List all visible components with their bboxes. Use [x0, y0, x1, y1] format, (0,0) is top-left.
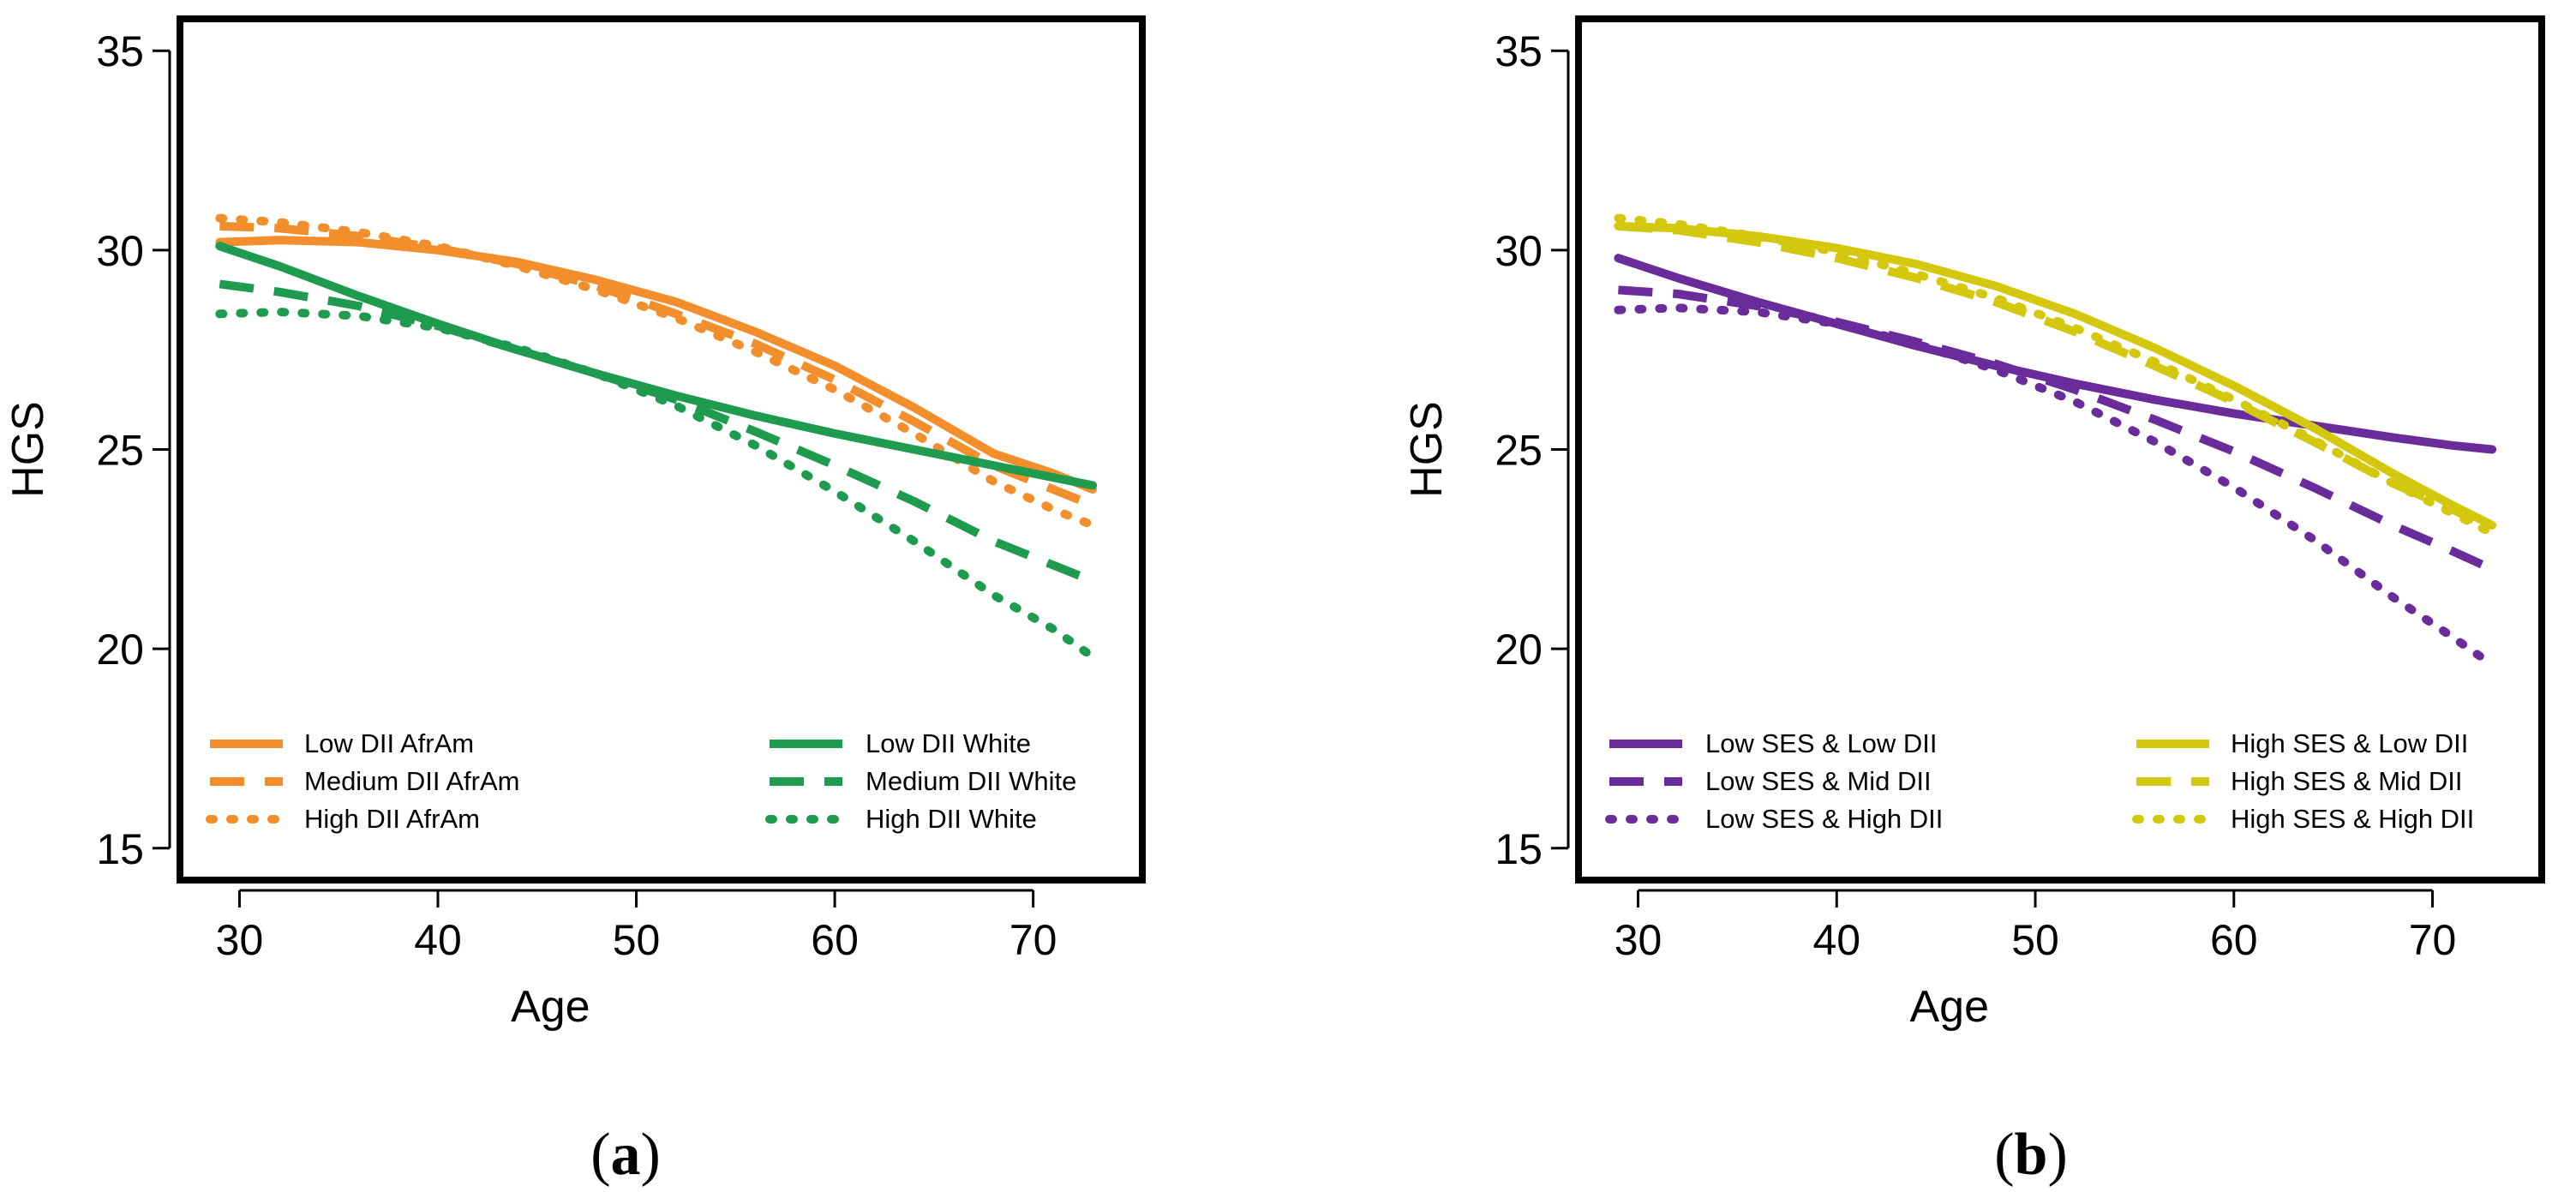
- y-tick-label: 20: [96, 626, 144, 674]
- y-tick-label: 35: [1495, 27, 1543, 75]
- legend-label: High SES & Mid DII: [2231, 766, 2462, 796]
- x-tick-label: 70: [1009, 916, 1057, 964]
- x-tick-label: 70: [2409, 916, 2457, 964]
- series-line-medium-dii-white: [219, 279, 1094, 585]
- x-axis-title: Age: [511, 982, 590, 1032]
- x-tick-label: 60: [811, 916, 859, 964]
- series-line-low-ses-mid-dii: [1618, 285, 2495, 573]
- plot-frame: [177, 15, 1146, 884]
- panel-letter: a: [611, 1122, 641, 1188]
- x-tick-label: 60: [2210, 916, 2258, 964]
- series-line-high-ses-high-dii: [1614, 213, 2497, 538]
- series-line-low-dii-afram: [215, 236, 1098, 494]
- panel-letter: b: [2015, 1122, 2048, 1188]
- legend-label: Low DII White: [866, 728, 1031, 758]
- y-tick-label: 30: [1495, 227, 1543, 275]
- y-tick-label: 15: [1495, 825, 1543, 873]
- y-tick-label: 20: [1495, 626, 1543, 674]
- legend-label: Low SES & Mid DII: [1705, 766, 1932, 796]
- legend-label: Medium DII White: [866, 766, 1076, 796]
- y-axis-title: HGS: [1402, 401, 1452, 498]
- series-line-high-dii-afram: [215, 213, 1098, 530]
- legend-label: High DII White: [866, 804, 1037, 834]
- panel-label: (b): [1994, 1122, 2068, 1188]
- series-line-high-dii-white: [215, 308, 1098, 662]
- y-tick-label: 15: [96, 825, 144, 873]
- y-tick-label: 35: [96, 27, 144, 75]
- y-axis-title: HGS: [3, 401, 53, 498]
- legend-label: Low SES & High DII: [1705, 804, 1943, 834]
- x-tick-label: 40: [1812, 916, 1860, 964]
- x-axis-title: Age: [1909, 982, 1989, 1032]
- panel-b: 30 40 50 60 70 15 20 25 30 35 Age HGS Low SES & Low …: [1402, 15, 2545, 1188]
- series-line-low-ses-low-dii: [1614, 254, 2497, 454]
- x-tick-label: 30: [216, 916, 264, 964]
- plot-frame: [1575, 15, 2545, 884]
- x-tick-label: 50: [2011, 916, 2059, 964]
- legend-label: Low SES & Low DII: [1705, 728, 1938, 758]
- y-tick-label: 25: [96, 427, 144, 475]
- panel-a: 30 40 50 60 70 15 20 25 30 35 Age HGS Low DII AfrAm M…: [3, 15, 1146, 1188]
- legend-label: High SES & High DII: [2231, 804, 2474, 834]
- legend-label: High SES & Low DII: [2231, 728, 2468, 758]
- series-line-medium-dii-afram: [219, 221, 1094, 510]
- panel-label: (a): [590, 1122, 661, 1188]
- y-tick-label: 30: [96, 227, 144, 275]
- legend-label: Medium DII AfrAm: [304, 766, 520, 796]
- y-tick-label: 25: [1495, 427, 1543, 475]
- x-tick-label: 30: [1614, 916, 1662, 964]
- series-line-low-ses-high-dii: [1614, 303, 2497, 669]
- legend-label: Low DII AfrAm: [304, 728, 474, 758]
- legend-label: High DII AfrAm: [304, 804, 480, 834]
- x-tick-label: 40: [414, 916, 462, 964]
- x-tick-label: 50: [613, 916, 661, 964]
